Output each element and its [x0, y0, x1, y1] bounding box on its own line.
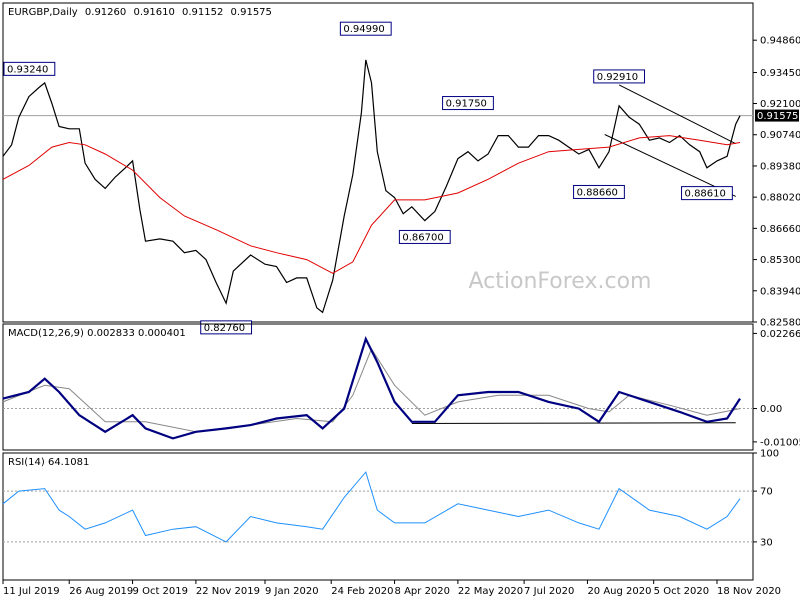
annotation-box — [573, 184, 625, 199]
macd-tick-label: 0.00 — [760, 404, 782, 415]
annotation-box — [3, 61, 56, 76]
rsi-axis: 100 70 30 — [753, 449, 779, 548]
moving-average-line — [2, 135, 741, 274]
annotation-box — [593, 69, 646, 84]
macd-pane-frame — [2, 323, 754, 451]
price-channel — [604, 84, 736, 197]
price-tick-label: 0.89380 — [760, 161, 800, 172]
price-tick-label: 0.83940 — [760, 286, 800, 297]
annotation-box — [339, 21, 392, 36]
macd-tick-label: -0.010052 — [760, 437, 800, 448]
symbol-title: EURGBP,Daily 0.91260 0.91610 0.91152 0.9… — [8, 7, 272, 18]
ohlc-low: 0.91152 — [182, 7, 223, 18]
price-series-line — [2, 59, 741, 314]
current-price-tag-bg — [755, 109, 799, 122]
date-tick-label: 7 Jul 2020 — [524, 586, 574, 597]
price-pane: EURGBP,Daily 0.91260 0.91610 0.91152 0.9… — [2, 2, 800, 335]
price-tick-label: 0.82580 — [760, 318, 800, 329]
watermark-text: ActionForex.com — [469, 269, 652, 294]
current-price-tag: 0.91575 — [755, 109, 799, 122]
macd-axis: 0.022662 0.00 -0.010052 — [753, 329, 800, 448]
price-tick-label: 0.92100 — [760, 99, 800, 110]
annotation-label: 0.86700 — [402, 232, 443, 243]
macd-line — [2, 335, 741, 440]
annotation-box — [681, 186, 733, 201]
price-annotations: 0.93240 0.94990 0.91750 0.92910 0.86700 0.886… — [3, 21, 733, 335]
date-tick-label: 5 Oct 2020 — [654, 586, 709, 597]
date-tick-label: 11 Jul 2019 — [3, 586, 60, 597]
date-tick-label: 18 Nov 2020 — [717, 586, 781, 597]
date-axis: 11 Jul 2019 26 Aug 2019 9 Oct 2019 22 Nov 2… — [2, 580, 781, 597]
annotation-box — [442, 96, 494, 111]
macd-title: MACD(12,26,9) 0.002833 0.000401 — [8, 328, 186, 339]
channel-line — [618, 84, 736, 145]
price-tick-label: 0.93450 — [760, 68, 800, 79]
date-tick-label: 9 Jan 2020 — [265, 586, 319, 597]
price-tick-label: 0.85300 — [760, 255, 800, 266]
ohlc-close: 0.91575 — [231, 7, 272, 18]
date-tick-label: 24 Feb 2020 — [331, 586, 393, 597]
annotation-label: 0.88660 — [577, 187, 618, 198]
rsi-title: RSI(14) 64.1081 — [8, 457, 89, 468]
annotation-label: 0.82760 — [204, 323, 245, 334]
macd-pane: MACD(12,26,9) 0.002833 0.000401 0.022662… — [2, 323, 800, 451]
rsi-tick-label: 30 — [760, 537, 773, 548]
rsi-pane: RSI(14) 64.1081 100 70 30 — [2, 449, 779, 581]
annotation-label: 0.91750 — [446, 99, 487, 110]
annotation-label: 0.93240 — [7, 64, 48, 75]
date-tick-label: 20 Aug 2020 — [587, 586, 651, 597]
date-tick-label: 26 Aug 2019 — [69, 586, 133, 597]
price-tick-label: 0.86660 — [760, 224, 800, 235]
price-tick-label: 0.90740 — [760, 130, 800, 141]
ohlc-high: 0.91610 — [133, 7, 174, 18]
macd-tick-label: 0.022662 — [760, 329, 800, 340]
ohlc-open: 0.91260 — [85, 7, 126, 18]
annotation-label: 0.94990 — [343, 24, 384, 35]
rsi-pane-frame — [2, 452, 754, 581]
price-tick-label: 0.88020 — [760, 193, 800, 204]
price-pane-frame — [2, 2, 754, 323]
macd-support-line — [411, 422, 736, 424]
current-price-tag-text: 0.91575 — [757, 111, 798, 122]
rsi-line — [2, 471, 741, 543]
price-axis: 0.94860 0.93450 0.92100 0.90740 0.89380 0.880… — [753, 36, 800, 329]
date-tick-label: 8 Apr 2020 — [395, 586, 450, 597]
date-tick-label: 22 May 2020 — [458, 586, 523, 597]
annotation-label: 0.88610 — [685, 189, 726, 200]
date-tick-label: 22 Nov 2019 — [196, 586, 260, 597]
macd-signal-line — [2, 347, 741, 433]
symbol-label: EURGBP,Daily — [8, 7, 78, 18]
rsi-tick-label: 100 — [760, 449, 779, 460]
price-tick-label: 0.94860 — [760, 36, 800, 47]
rsi-tick-label: 70 — [760, 487, 773, 498]
annotation-label: 0.92910 — [597, 72, 638, 83]
rsi-levels — [3, 490, 753, 543]
date-tick-label: 9 Oct 2019 — [133, 586, 188, 597]
annotation-box — [398, 229, 451, 244]
